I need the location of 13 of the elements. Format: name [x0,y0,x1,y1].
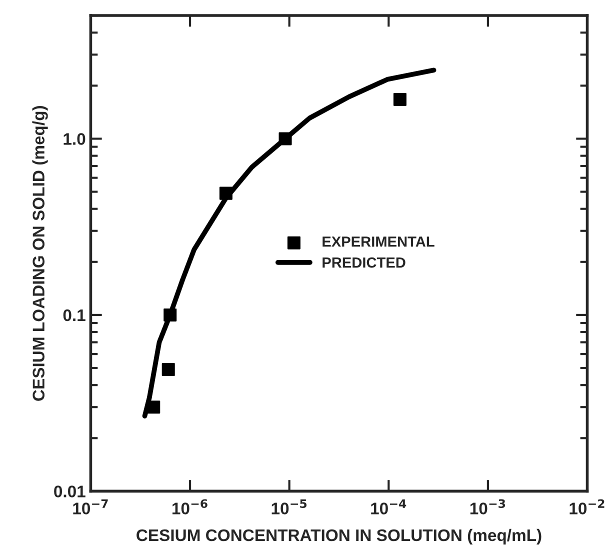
x-tick-label: 10$^{−4}$ [371,499,406,514]
legend-label: PREDICTED [322,257,406,268]
x-tick-label: 10$^{−6}$ [172,499,208,514]
x-tick-label: 10$^{−7}$ [73,499,108,514]
y-tick-label: 0.01 [54,486,86,498]
x-tick-label: 10$^{−3}$ [470,499,506,514]
x-tick-label: 10$^{−2}$ [570,499,604,514]
y-axis-title: CESIUM LOADING ON SOLID (meq/g) [32,106,48,401]
y-tick-label: 0.1 [63,309,86,322]
legend-label: EXPERIMENTAL [322,236,434,247]
y-tick-label: 1.0 [64,133,86,145]
x-tick-label: 10$^{−5}$ [272,499,307,514]
x-axis-title: CESIUM CONCENTRATION IN SOLUTION (meq/mL) [136,528,542,544]
